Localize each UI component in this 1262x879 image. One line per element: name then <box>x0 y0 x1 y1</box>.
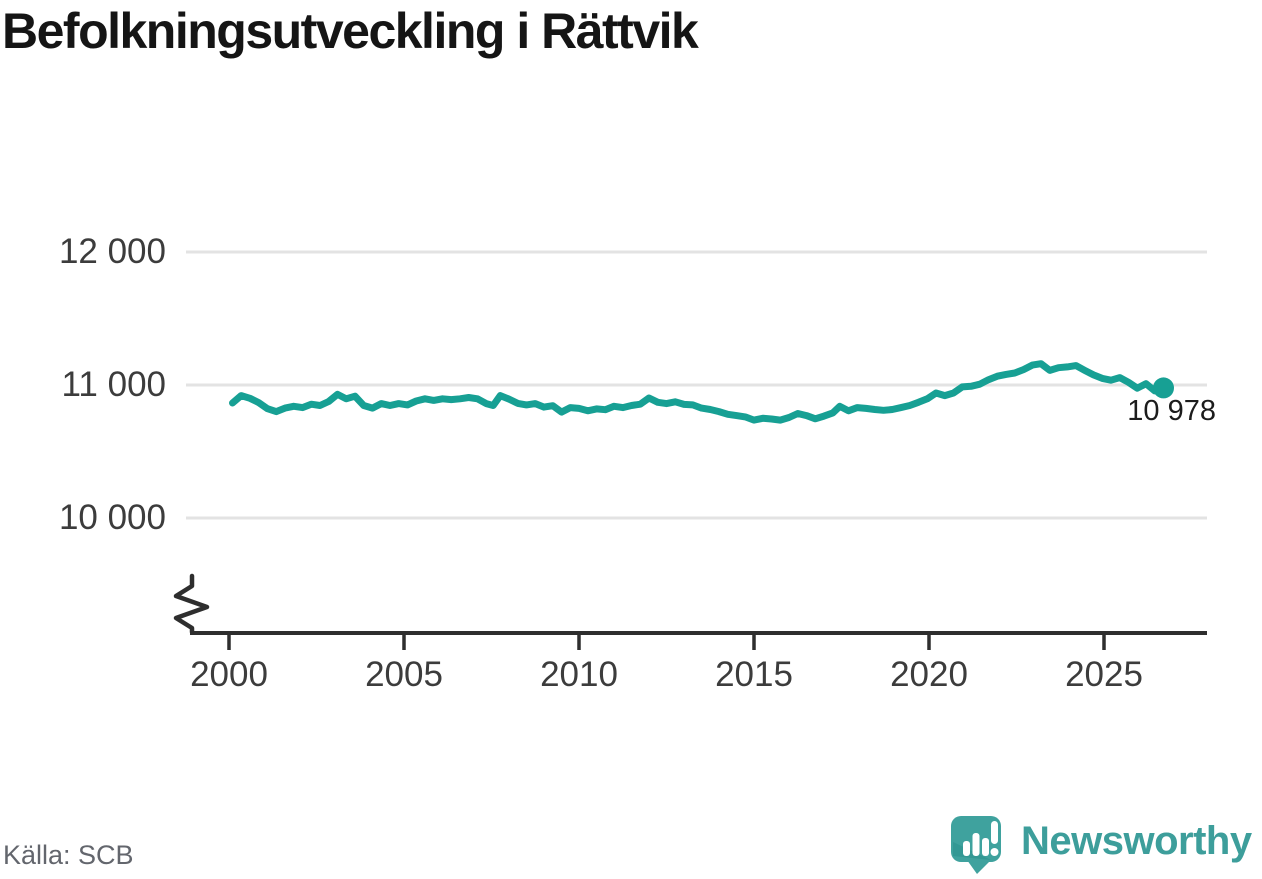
page-title: Befolkningsutveckling i Rättvik <box>2 3 699 59</box>
population-series-line <box>229 360 1167 424</box>
y-tick-label: 10 000 <box>58 498 166 537</box>
last-value-label: 10 978 <box>1127 395 1216 427</box>
x-tick-label: 2025 <box>1065 655 1143 694</box>
y-axis-break-icon <box>173 573 210 635</box>
x-tick-label: 2010 <box>540 655 618 694</box>
x-tick-label: 2020 <box>890 655 968 694</box>
x-tick-label: 2015 <box>715 655 793 694</box>
newsworthy-logo: Newsworthy <box>951 816 1252 876</box>
x-tick-label: 2005 <box>365 655 443 694</box>
y-tick-label: 12 000 <box>58 232 166 271</box>
newsworthy-wordmark: Newsworthy <box>1021 819 1252 863</box>
x-tick-label: 2000 <box>190 655 268 694</box>
newsworthy-bubble-chart-icon <box>951 816 1001 874</box>
source-label: Källa: SCB <box>3 840 134 870</box>
y-tick-label: 11 000 <box>61 365 166 404</box>
last-point-marker <box>1153 377 1174 399</box>
